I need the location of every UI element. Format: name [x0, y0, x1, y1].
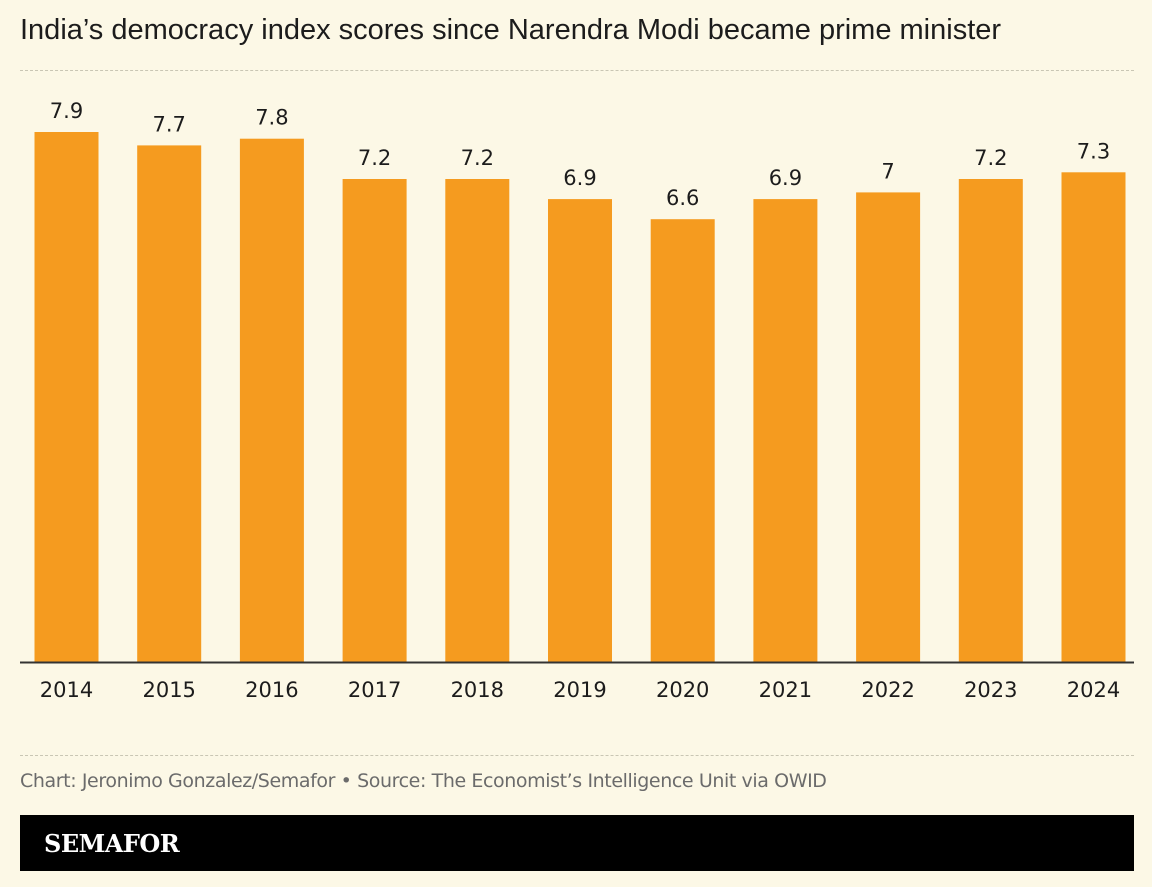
bar-2021	[753, 199, 818, 662]
bar-2017	[342, 179, 407, 662]
bar-2014	[34, 132, 99, 662]
x-tick-label-2020: 2020	[656, 678, 709, 702]
value-label-2023: 7.2	[974, 146, 1007, 170]
chart-title: India’s democracy index scores since Nar…	[20, 14, 1002, 46]
x-tick-labels-layer: 2014 2015 2016 2017 2018 2019 2020 2021 2022 2023…	[40, 678, 1120, 702]
x-tick-label-2022: 2022	[861, 678, 914, 702]
x-tick-label-2015: 2015	[142, 678, 195, 702]
value-label-2019: 6.9	[563, 166, 596, 190]
bottom-divider	[20, 755, 1134, 756]
bar-2024	[1061, 172, 1126, 663]
value-label-2022: 7	[881, 159, 894, 183]
value-labels-layer: 7.9 7.7 7.8 7.2 7.2 6.9 6.6 6.9 7 7.2 7.3	[50, 99, 1110, 210]
bar-2020	[650, 219, 715, 662]
value-label-2021: 6.9	[769, 166, 802, 190]
x-tick-label-2024: 2024	[1067, 678, 1120, 702]
footer-bar: SEMAFOR	[20, 815, 1134, 871]
bar-2022	[856, 192, 921, 662]
x-tick-label-2021: 2021	[759, 678, 812, 702]
value-label-2018: 7.2	[461, 146, 494, 170]
x-tick-label-2023: 2023	[964, 678, 1017, 702]
x-tick-label-2018: 2018	[451, 678, 504, 702]
bar-2018	[445, 179, 510, 662]
value-label-2024: 7.3	[1077, 139, 1110, 163]
x-tick-label-2014: 2014	[40, 678, 93, 702]
value-label-2014: 7.9	[50, 99, 83, 123]
bar-2016	[239, 138, 304, 662]
top-divider	[20, 70, 1134, 71]
bar-chart: 7.9 7.7 7.8 7.2 7.2 6.9 6.6 6.9 7 7.2 7.3 2014 2015…	[20, 99, 1134, 702]
bar-2019	[548, 199, 612, 662]
value-label-2017: 7.2	[358, 146, 391, 170]
value-label-2016: 7.8	[255, 106, 288, 130]
x-tick-label-2019: 2019	[553, 678, 606, 702]
source-credit: Chart: Jeronimo Gonzalez/Semafor • Sourc…	[20, 770, 827, 792]
semafor-logo: SEMAFOR	[44, 829, 180, 858]
bar-2015	[137, 145, 202, 662]
x-tick-label-2017: 2017	[348, 678, 401, 702]
value-label-2015: 7.7	[152, 112, 185, 136]
value-label-2020: 6.6	[666, 186, 699, 210]
bars-layer	[34, 132, 1126, 663]
x-tick-label-2016: 2016	[245, 678, 298, 702]
bar-2023	[958, 179, 1023, 662]
